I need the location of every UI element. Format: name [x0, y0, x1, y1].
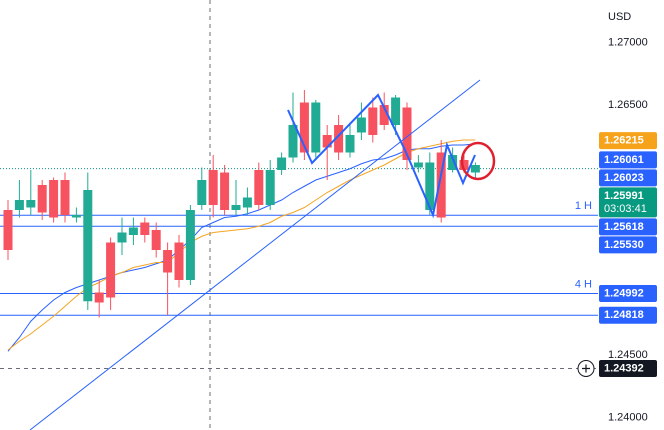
candle-body [288, 125, 298, 158]
price-tag-label: 1.26023 [604, 172, 644, 184]
candle-body [254, 170, 264, 205]
y-tick-label: 1.26500 [608, 99, 648, 111]
price-tag-label: 1.25530 [604, 239, 644, 251]
candle-body [14, 200, 24, 210]
price-axis: 1.27000 1.26500 1.24500 1.24000 1.26215 1.260… [577, 36, 657, 423]
candle-body [26, 200, 36, 208]
candle-body [128, 227, 138, 235]
candle-body [459, 160, 469, 170]
candle-body [117, 232, 127, 243]
y-tick-label: 1.24500 [608, 349, 648, 361]
candle-body [299, 102, 309, 153]
candle-body [208, 170, 218, 205]
candle-body [174, 242, 184, 280]
candle-body [163, 250, 173, 273]
highlight-circle [460, 141, 496, 181]
candle-body [231, 205, 241, 210]
candle-body [402, 107, 412, 160]
candle-body [37, 185, 47, 213]
candle-body [322, 135, 332, 148]
price-tag [599, 218, 657, 236]
price-tag-label: 1.24392 [604, 362, 644, 374]
price-tag-label: 1.25991 [604, 190, 644, 202]
candle-body [470, 165, 480, 173]
candle-body [368, 107, 378, 135]
price-tag-label: 1.24992 [604, 287, 644, 299]
price-tag [599, 132, 657, 150]
candle-body [311, 102, 321, 153]
price-tag [599, 151, 657, 169]
plot-area: 1 H 4 H [0, 90, 598, 369]
candle-body [345, 135, 355, 153]
candle-body [356, 117, 366, 133]
candle-body [106, 242, 116, 298]
candle-body [265, 170, 275, 205]
trend-line [29, 79, 481, 430]
candle-body [277, 157, 287, 170]
y-tick-label: 1.24000 [608, 411, 648, 423]
candle-body [3, 210, 13, 250]
price-tag-label: 1.25618 [604, 221, 644, 233]
level-timeframe: 1 H [575, 200, 592, 212]
price-tag [599, 285, 657, 302]
candle-body [151, 230, 161, 250]
candle-body [71, 215, 81, 218]
candle-body [220, 172, 230, 210]
candle-body [436, 152, 446, 218]
candle-body [334, 125, 344, 153]
price-tag [599, 187, 657, 218]
candle-body [391, 97, 401, 125]
price-tag [599, 306, 657, 324]
candle-body [425, 162, 435, 210]
price-tag [599, 360, 657, 377]
level-timeframe: 4 H [575, 278, 592, 290]
candle-body [185, 210, 195, 280]
candle-body [60, 180, 70, 215]
candle-body [448, 155, 458, 170]
price-tag [599, 236, 657, 254]
price-tag-label: 1.26215 [604, 135, 644, 147]
candle-body [197, 180, 207, 205]
price-tag-label: 1.26061 [604, 154, 644, 166]
price-tag-label: 1.24818 [604, 309, 644, 321]
candle-body [140, 222, 150, 235]
plus-icon [582, 364, 590, 373]
candle-body [413, 162, 423, 168]
candle-body [94, 292, 104, 303]
candle-body [49, 180, 59, 218]
currency: USD [608, 11, 631, 23]
candle-body [379, 105, 389, 125]
zigzag-pattern [287, 93, 476, 219]
candle-body [242, 197, 252, 208]
price-tag [599, 169, 657, 187]
countdown: 03:03:41 [604, 203, 647, 215]
y-tick-label: 1.27000 [608, 36, 648, 48]
candle-body [83, 190, 93, 302]
